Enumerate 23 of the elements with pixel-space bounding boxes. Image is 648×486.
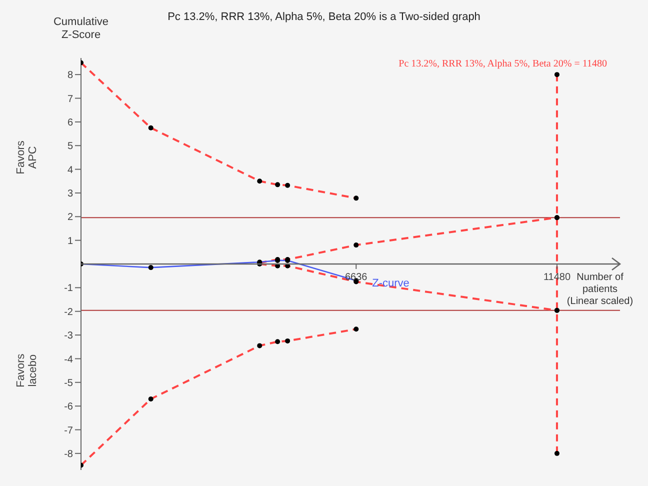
y-tick-label: 4: [67, 164, 74, 176]
text: Favors APC: [15, 140, 39, 174]
y-tick-label: 5: [67, 141, 74, 152]
y-tick-label: -3: [64, 330, 74, 342]
y-tick-label: 8: [67, 70, 74, 82]
y-tick-label: -7: [64, 425, 74, 436]
series-label: Z-curve: [372, 278, 410, 290]
text: Favors lacebo: [15, 353, 39, 388]
y-tick-label: -6: [64, 402, 74, 413]
y-tick-label: -2: [64, 306, 74, 318]
x-tick-label: 11480: [543, 272, 571, 283]
y-tick-label: 7: [67, 94, 74, 105]
y-tick-label: 2: [67, 212, 74, 224]
annotation: Pc 13.2%, RRR 13%, Alpha 5%, Beta 20% = 11480: [398, 58, 607, 70]
y-tick-label: -5: [64, 378, 74, 389]
y-tick-label: -4: [64, 354, 74, 366]
y-tick-label: 1: [67, 236, 74, 247]
y-tick-label: 3: [67, 188, 74, 200]
y-axis-title: Cumulative Z-Score: [53, 16, 109, 41]
y-tick-label: 6: [67, 117, 74, 128]
chart-title: Pc 13.2%, RRR 13%, Alpha 5%, Beta 20% is a Two-sided graph: [168, 11, 480, 23]
y-tick-label: -8: [64, 448, 74, 460]
y-tick-label: -1: [64, 283, 74, 294]
